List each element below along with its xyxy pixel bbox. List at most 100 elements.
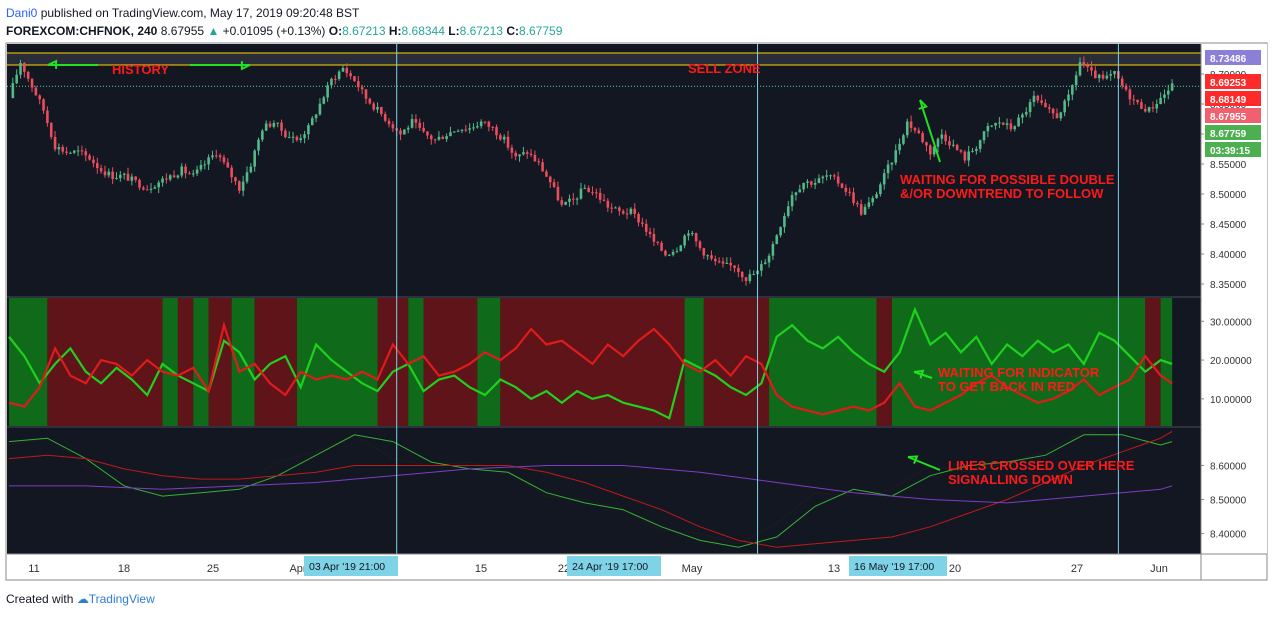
tradingview-brand[interactable]: TradingView [88,592,155,606]
candle-body [1044,102,1047,108]
candle-body [122,173,126,175]
candle-body [829,175,832,177]
candle-body [153,187,157,189]
double-top-note-line1: WAITING FOR POSSIBLE DOUBLE [900,172,1115,187]
candle-body [19,62,22,75]
candle-body [472,127,475,129]
ma-tick-label: 8.50000 [1210,496,1247,507]
candle-body [199,164,203,170]
candle-body [107,171,111,176]
candle-body [157,182,161,188]
candle-body [525,152,529,154]
candle-body [648,231,652,234]
candle-body [859,204,863,215]
price-flag-label: 03:39:15 [1210,146,1250,157]
candle-body [57,147,61,150]
candle-body [840,183,844,188]
indicator-zone-green [193,298,209,426]
candle-body [92,159,95,164]
candle-body [1013,126,1017,130]
ma-tick-label: 8.40000 [1210,530,1247,541]
candle-body [1051,108,1055,114]
candle-body [714,258,717,262]
candle-body [483,121,487,123]
oscillator-pane[interactable] [8,298,1173,426]
indicator-zone-red [876,298,892,426]
candle-body [126,173,130,181]
candle-body [571,198,575,200]
candle-body [948,141,951,146]
price-flag-label: 8.67759 [1210,129,1247,140]
candle-body [180,166,184,176]
footer: Created with ☁TradingView [6,592,155,606]
moving-average-pane[interactable] [8,430,1173,548]
candle-body [1113,71,1116,75]
candle-body [449,132,452,137]
candle-body [487,121,491,127]
candle-body [464,129,468,131]
candle-body [491,126,494,128]
candle-body [422,127,425,132]
x-tick-label: 11 [28,563,39,575]
indicator-line-1 [8,321,1173,416]
candle-body [825,175,828,177]
candle-body [618,207,621,212]
indicator-zone-red [208,298,232,426]
candle-body [1143,108,1147,112]
price-tick-label: 8.40000 [1210,250,1247,261]
candle-body [310,118,314,126]
symbol-label[interactable]: FOREXCOM:CHFNOK, 240 [6,24,158,38]
candle-body [1128,89,1132,100]
candle-body [1074,75,1078,86]
candle-body [23,62,26,72]
candle-body [1140,102,1143,109]
price-pane[interactable] [7,52,1201,286]
candle-body [994,122,997,126]
candle-body [1024,112,1028,115]
candle-body [533,154,537,162]
candle-body [119,174,122,179]
crossover-note-line1: LINES CROSSED OVER HERE [948,458,1135,473]
chart-header: Dani0 published on TradingView.com, May … [6,4,1266,40]
candle-body [11,83,15,98]
candle-body [909,121,913,128]
candle-body [1032,95,1036,103]
price-flag [1205,142,1261,157]
candle-body [165,178,168,180]
x-tick-label: 25 [207,563,219,575]
candle-body [575,198,579,200]
indicator-note-line2: TO GET BACK IN RED [938,379,1075,394]
candle-body [1040,100,1043,103]
candle-body [287,137,291,139]
candle-body [591,192,594,194]
candle-body [1078,62,1082,76]
candle-body [84,151,88,156]
candle-body [564,201,567,205]
candle-body [913,127,917,131]
candle-body [629,208,633,214]
author-link[interactable]: Dani0 [6,6,38,20]
indicator-zone-green [769,298,877,426]
candle-body [249,166,253,173]
candle-body [360,87,364,90]
candle-body [88,155,91,160]
crossover-arrow-head [907,455,919,465]
publish-line: Dani0 published on TradingView.com, May … [6,4,1266,22]
candle-body [456,130,460,132]
candle-body [671,251,675,255]
candle-body [1005,123,1009,125]
candle-body [1170,83,1174,91]
candle-body [95,163,99,169]
candle-body [214,155,218,157]
candle-body [583,187,587,189]
candle-body [833,175,836,177]
candle-body [1063,100,1066,113]
candle-body [1071,85,1074,95]
candle-body [272,123,276,127]
candle-body [138,179,141,188]
candle-body [641,222,644,224]
candle-body [698,241,702,249]
candle-body [725,262,729,264]
candle-body [959,150,963,152]
